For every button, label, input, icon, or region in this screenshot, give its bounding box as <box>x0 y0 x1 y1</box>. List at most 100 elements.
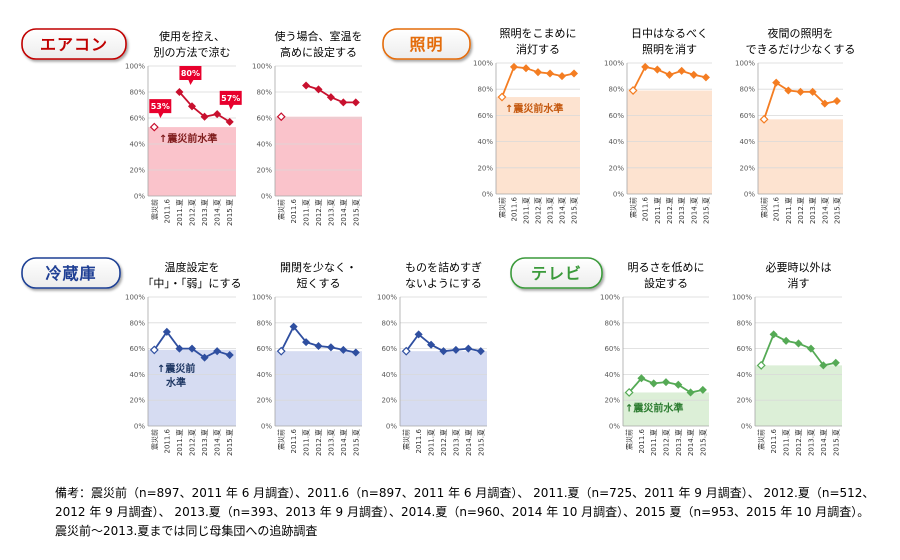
x-tick-label: 2015.夏 <box>702 197 710 224</box>
data-label: 57% <box>219 90 242 110</box>
badge-frame <box>21 28 127 60</box>
x-tick-label: 2011.6 <box>770 428 778 453</box>
data-point <box>200 112 209 121</box>
baseline-note: ↑震災前 <box>157 362 195 375</box>
chart-title: ものを詰めすぎ <box>405 260 482 274</box>
data-point-baseline <box>276 112 286 122</box>
x-tick-label: 2011.6 <box>163 198 171 223</box>
x-tick-label: 2011.夏 <box>523 197 531 224</box>
y-tick-label: 20% <box>736 397 752 405</box>
data-point <box>451 345 460 354</box>
y-tick-label: 60% <box>256 115 272 123</box>
y-tick-label: 100% <box>604 60 624 68</box>
x-tick-label: 2015.夏 <box>571 197 579 224</box>
data-point <box>653 65 662 74</box>
chart-panel: 0% 20% 40% 60% 80% 100% 震災前 2011.6 2011.夏 2012.夏 2… <box>473 27 580 224</box>
x-tick-label: 2013.夏 <box>452 429 460 456</box>
chart-title: 短くする <box>297 276 341 290</box>
baseline-note: ↑震災前水準 <box>159 132 217 145</box>
badge-label: 照明 <box>409 35 443 54</box>
x-tick-label: 震災前 <box>498 197 507 218</box>
y-tick-label: 40% <box>477 138 493 146</box>
x-tick-label: 2011.6 <box>638 428 646 453</box>
x-tick-label: 2013.夏 <box>201 429 209 456</box>
y-tick-label: 0% <box>609 423 620 431</box>
y-tick-label: 20% <box>381 397 397 405</box>
x-tick-label: 2012.夏 <box>663 429 671 456</box>
x-tick-label: 2015.夏 <box>226 429 234 456</box>
data-point <box>175 344 184 353</box>
y-tick-label: 20% <box>604 397 620 405</box>
data-point <box>339 345 348 354</box>
y-tick-label: 80% <box>256 89 272 97</box>
footnote-line: 震災前～2013.夏までは同じ母集団への追跡調査 <box>55 524 318 538</box>
data-point <box>796 87 805 96</box>
data-point-baseline <box>149 345 159 355</box>
data-point <box>545 69 555 78</box>
x-tick-label: 2014.夏 <box>821 197 829 224</box>
y-tick-label: 20% <box>477 164 493 172</box>
chart-panel: 0% 20% 40% 60% 80% 100% 震災前 2011.6 2011.夏 2012.夏 2… <box>604 27 712 224</box>
y-tick-label: 80% <box>739 86 755 94</box>
y-tick-label: 100% <box>125 294 145 302</box>
data-label-box <box>149 99 172 119</box>
data-point-baseline <box>628 86 638 95</box>
series-line <box>760 333 836 367</box>
x-tick-label: 2011.6 <box>511 196 519 221</box>
y-tick-label: 60% <box>129 115 145 123</box>
data-point-baseline <box>624 388 634 397</box>
data-point <box>521 64 531 73</box>
y-tick-label: 80% <box>736 319 752 327</box>
chart-panel: 0% 20% 40% 60% 80% 100% 震災前 2011.6 2011.夏 2012.夏 2… <box>600 261 709 456</box>
x-tick-label: 2014.夏 <box>690 197 698 224</box>
data-point <box>665 70 674 79</box>
baseline-note: ↑震災前水準 <box>625 401 683 414</box>
x-tick-label: 2013.夏 <box>675 429 683 456</box>
x-tick-label: 2012.夏 <box>795 429 803 456</box>
badge-aircon: エアコン <box>21 28 127 60</box>
y-tick-label: 60% <box>381 345 397 353</box>
x-tick-label: 2012.夏 <box>797 197 805 224</box>
chart-panel: 0% 20% 40% 60% 80% 100% 震災前 2011.6 2011.夏 2012.夏 2… <box>732 261 842 456</box>
y-tick-label: 20% <box>129 167 145 175</box>
y-tick-label: 40% <box>129 371 145 379</box>
data-point <box>806 344 815 353</box>
data-point <box>689 70 698 79</box>
baseline-band <box>627 90 712 194</box>
data-point <box>326 343 335 352</box>
y-tick-label: 0% <box>744 191 755 199</box>
y-tick-label: 40% <box>256 141 272 149</box>
x-tick-label: 2014.夏 <box>687 429 695 456</box>
x-tick-label: 2011.夏 <box>654 197 662 224</box>
data-point <box>213 110 222 119</box>
x-tick-label: 2012.夏 <box>315 429 323 456</box>
y-tick-label: 0% <box>741 423 752 431</box>
badge-refrigerator: 冷蔵庫 <box>21 257 121 289</box>
x-tick-label: 2011.6 <box>773 196 781 221</box>
y-tick-label: 40% <box>256 371 272 379</box>
x-tick-label: 2011.夏 <box>785 197 793 224</box>
x-tick-label: 2011.夏 <box>303 429 311 456</box>
data-label: 80% <box>179 66 202 85</box>
y-tick-label: 0% <box>261 423 272 431</box>
badge-label: テレビ <box>531 264 582 283</box>
data-point-baseline <box>759 114 769 124</box>
x-tick-label: 2014.夏 <box>214 199 222 226</box>
y-tick-label: 100% <box>600 294 620 302</box>
x-tick-label: 2015.夏 <box>226 199 234 226</box>
y-tick-label: 0% <box>482 191 493 199</box>
x-tick-label: 2011.6 <box>415 428 423 453</box>
chart-title: 開閉を少なく・ <box>280 261 357 274</box>
y-tick-label: 80% <box>129 319 145 327</box>
data-point <box>641 62 650 71</box>
x-tick-label: 震災前 <box>277 429 286 450</box>
data-point <box>661 378 671 387</box>
data-point <box>637 374 646 383</box>
baseline-band <box>758 119 843 194</box>
x-tick-label: 2011.夏 <box>428 429 436 456</box>
data-point <box>784 86 793 95</box>
x-tick-label: 2014.夏 <box>340 429 348 456</box>
data-point <box>225 117 234 126</box>
badge-label: エアコン <box>40 35 108 54</box>
x-tick-label: 2014.夏 <box>820 429 828 456</box>
